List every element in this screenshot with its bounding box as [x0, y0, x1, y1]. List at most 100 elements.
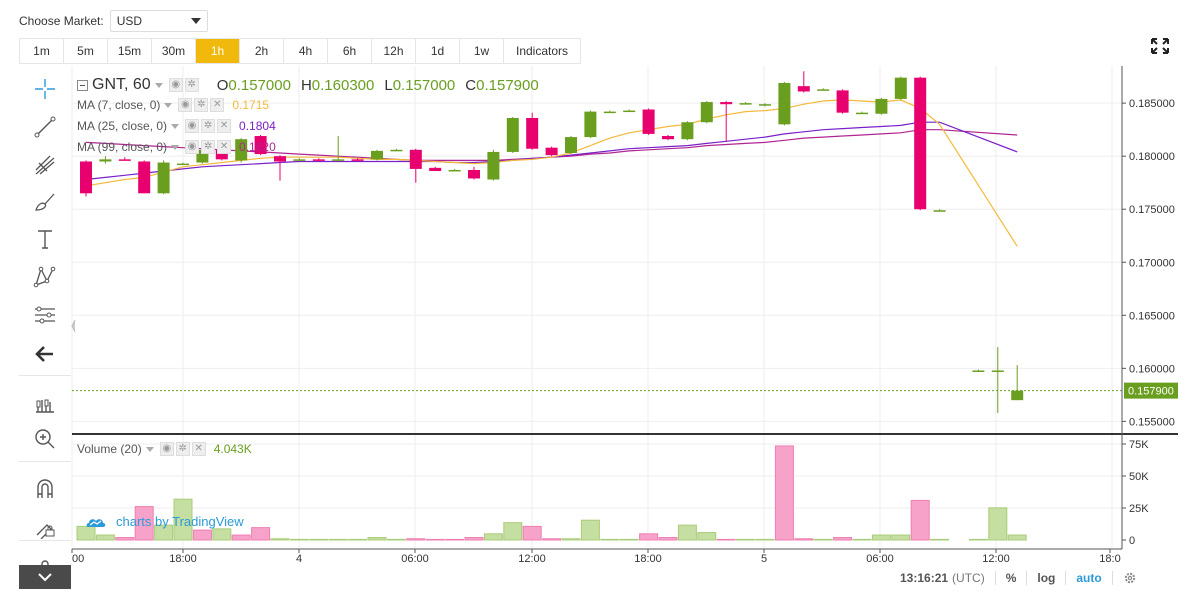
volume-bar[interactable]: [891, 534, 911, 541]
candle-body[interactable]: [118, 159, 131, 161]
candle-body[interactable]: [856, 112, 868, 115]
candle-body[interactable]: [817, 89, 830, 91]
eye-icon[interactable]: ◉: [159, 442, 174, 456]
candle-body[interactable]: [642, 109, 655, 134]
close-icon[interactable]: ✕: [217, 140, 232, 154]
volume-bar[interactable]: [561, 538, 581, 541]
candle-body[interactable]: [778, 82, 791, 125]
volume-bar[interactable]: [677, 524, 697, 541]
candle-body[interactable]: [254, 136, 267, 155]
candle-body[interactable]: [914, 77, 927, 210]
volume-bar[interactable]: [658, 537, 678, 541]
candle-body[interactable]: [603, 111, 616, 114]
volume-bar[interactable]: [716, 538, 736, 541]
interval-12h-button[interactable]: 12h: [372, 39, 416, 63]
gear-icon[interactable]: ✲: [201, 140, 216, 154]
volume-bar[interactable]: [95, 534, 115, 541]
text-tool-icon[interactable]: [31, 225, 59, 253]
eye-icon[interactable]: ◉: [185, 140, 200, 154]
timezone-label[interactable]: (UTC): [952, 571, 985, 585]
candle-body[interactable]: [332, 159, 345, 161]
candle-body[interactable]: [506, 117, 519, 152]
candle-body[interactable]: [235, 139, 248, 161]
volume-bar[interactable]: [1007, 534, 1027, 541]
volume-bar[interactable]: [871, 534, 891, 541]
eye-icon[interactable]: ◉: [178, 98, 193, 112]
auto-scale-button[interactable]: auto: [1076, 571, 1102, 585]
collapse-icon[interactable]: [77, 79, 88, 91]
interval-30m-button[interactable]: 30m: [152, 39, 196, 63]
candle-body[interactable]: [623, 110, 636, 113]
volume-bar[interactable]: [600, 538, 620, 541]
volume-bar[interactable]: [910, 499, 930, 541]
volume-bar[interactable]: [852, 538, 872, 541]
interval-6h-button[interactable]: 6h: [328, 39, 372, 63]
candle-body[interactable]: [759, 104, 771, 106]
volume-bar[interactable]: [154, 524, 174, 541]
volume-bar[interactable]: [212, 528, 232, 541]
candle-body[interactable]: [487, 151, 500, 180]
chart-style-icon[interactable]: [31, 389, 59, 417]
volume-bar[interactable]: [406, 538, 426, 541]
volume-bar[interactable]: [445, 538, 465, 541]
candle-body[interactable]: [293, 159, 306, 161]
measure-icon[interactable]: [31, 301, 59, 329]
eye-icon[interactable]: ◉: [185, 119, 200, 133]
volume-bar[interactable]: [76, 525, 96, 541]
volume-bar[interactable]: [483, 533, 503, 541]
volume-bar[interactable]: [425, 538, 445, 541]
crosshair-icon[interactable]: [31, 75, 59, 103]
candle-body[interactable]: [448, 169, 461, 172]
volume-bar[interactable]: [348, 538, 368, 541]
candle-body[interactable]: [836, 90, 849, 113]
gear-icon[interactable]: ✲: [194, 98, 209, 112]
candle-body[interactable]: [545, 147, 558, 156]
percent-scale-button[interactable]: %: [1005, 571, 1017, 585]
toolbar-scroll-down-button[interactable]: [19, 565, 71, 589]
candle-body[interactable]: [972, 370, 985, 372]
fullscreen-icon[interactable]: [1151, 38, 1169, 54]
candle-body[interactable]: [371, 150, 383, 160]
volume-bar[interactable]: [774, 445, 794, 541]
candle-body[interactable]: [157, 162, 170, 194]
candle-body[interactable]: [215, 149, 228, 160]
brush-icon[interactable]: [31, 188, 59, 216]
candle-body[interactable]: [565, 137, 577, 153]
volume-bar[interactable]: [367, 537, 387, 541]
gear-icon[interactable]: ✲: [184, 78, 199, 92]
interval-1w-button[interactable]: 1w: [460, 39, 504, 63]
volume-bar[interactable]: [231, 534, 251, 541]
candle-body[interactable]: [526, 117, 539, 149]
candle-body[interactable]: [662, 136, 674, 140]
collapse-handle-icon[interactable]: [71, 319, 76, 333]
close-icon[interactable]: ✕: [210, 98, 225, 112]
candle-body[interactable]: [739, 103, 752, 105]
gear-icon[interactable]: [1123, 571, 1137, 585]
chevron-down-icon[interactable]: [164, 102, 173, 108]
candle-body[interactable]: [991, 370, 1004, 372]
candle-body[interactable]: [177, 163, 189, 166]
candle-body[interactable]: [720, 102, 733, 105]
volume-bar[interactable]: [619, 538, 639, 541]
pitchfork-icon[interactable]: [31, 151, 59, 179]
lock-drawing-icon[interactable]: [31, 513, 59, 541]
candle-body[interactable]: [700, 102, 713, 123]
volume-bar[interactable]: [930, 538, 950, 541]
candle-body[interactable]: [99, 159, 112, 162]
volume-bar[interactable]: [968, 538, 988, 541]
volume-bar[interactable]: [251, 527, 271, 541]
interval-1h-button[interactable]: 1h: [196, 39, 240, 63]
volume-bar[interactable]: [580, 519, 600, 541]
volume-bar[interactable]: [115, 537, 135, 541]
candle-body[interactable]: [390, 149, 403, 152]
candle-body[interactable]: [1011, 390, 1024, 401]
volume-bar[interactable]: [522, 525, 542, 541]
volume-bar[interactable]: [639, 533, 659, 541]
candle-body[interactable]: [797, 86, 810, 92]
interval-4h-button[interactable]: 4h: [284, 39, 328, 63]
volume-bar[interactable]: [386, 538, 406, 541]
tradingview-watermark[interactable]: charts by TradingView: [86, 514, 244, 529]
candle-body[interactable]: [409, 149, 422, 169]
log-scale-button[interactable]: log: [1037, 571, 1056, 585]
candle-body[interactable]: [933, 210, 946, 212]
